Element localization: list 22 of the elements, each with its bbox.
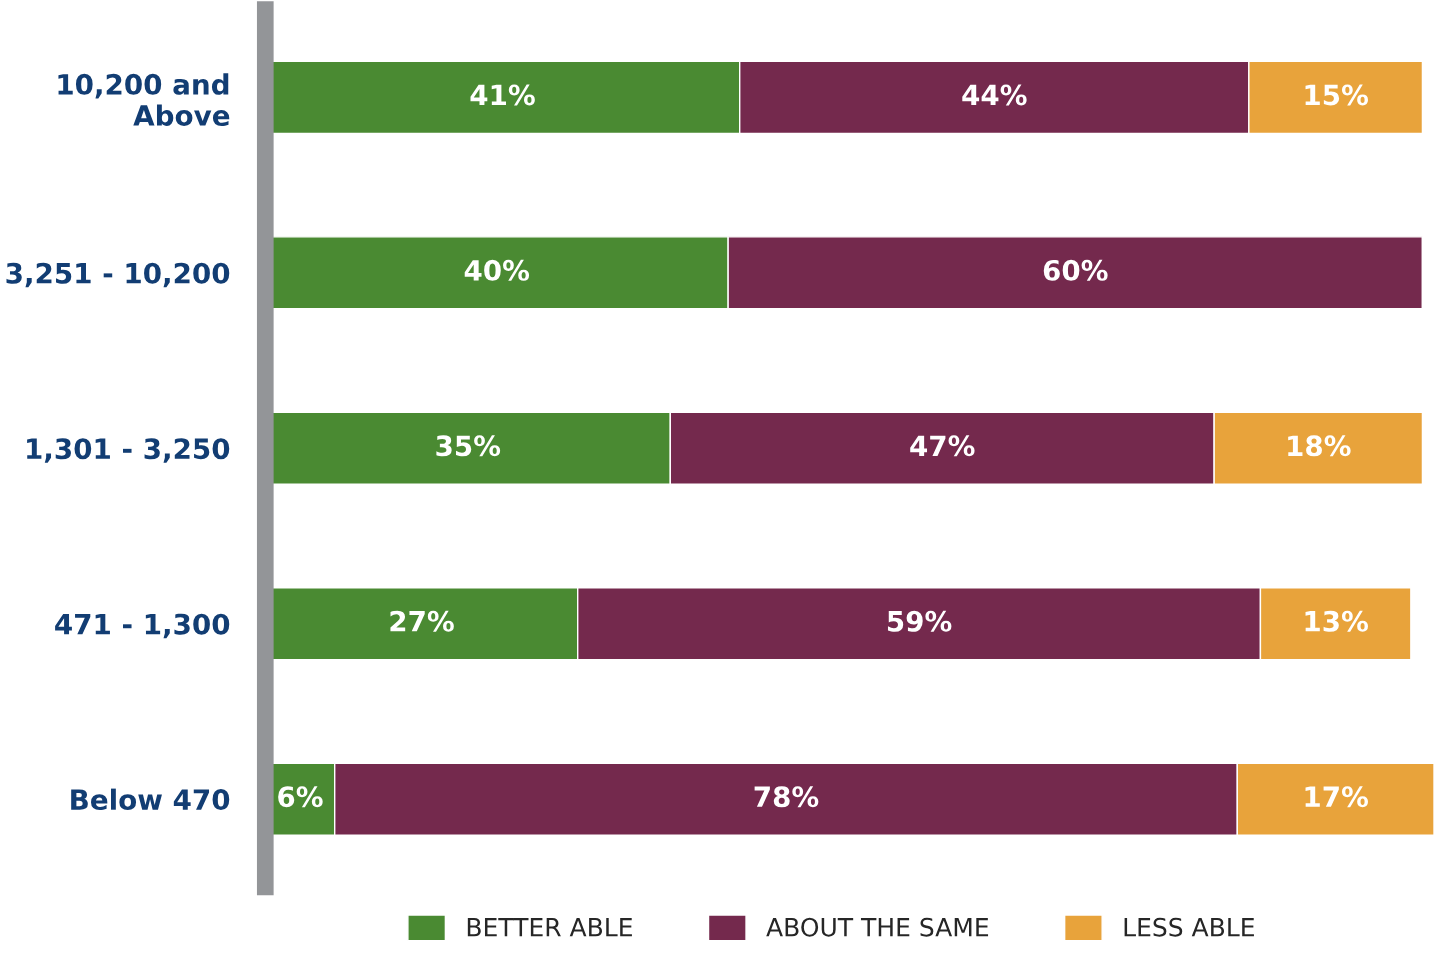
- data-label: 27%: [390, 610, 454, 632]
- data-label: 47%: [910, 435, 975, 457]
- legend-label: LESS ABLE: [1124, 917, 1254, 937]
- y-tick-label: 1,301 - 3,250: [27, 438, 230, 463]
- data-label: 78%: [754, 786, 819, 808]
- legend-label: ABOUT THE SAME: [766, 917, 989, 937]
- data-label: 6%: [278, 786, 323, 808]
- data-label: 35%: [436, 435, 501, 457]
- data-label: 60%: [1043, 259, 1108, 281]
- data-label: 44%: [962, 84, 1027, 106]
- y-tick-label: 10,200 and Above: [58, 73, 230, 126]
- data-label: 59%: [887, 610, 952, 632]
- data-label: 40%: [464, 259, 530, 281]
- data-label: 41%: [470, 84, 535, 106]
- data-label: 13%: [1305, 610, 1368, 632]
- data-label: 17%: [1305, 786, 1368, 808]
- y-tick-label: 3,251 - 10,200: [6, 262, 230, 288]
- y-tick-label: Below 470: [71, 788, 230, 811]
- legend-label: BETTER ABLE: [467, 918, 632, 937]
- y-tick-label: 471 - 1,300: [55, 613, 230, 639]
- data-label: 18%: [1288, 435, 1351, 457]
- data-label: 15%: [1305, 84, 1368, 106]
